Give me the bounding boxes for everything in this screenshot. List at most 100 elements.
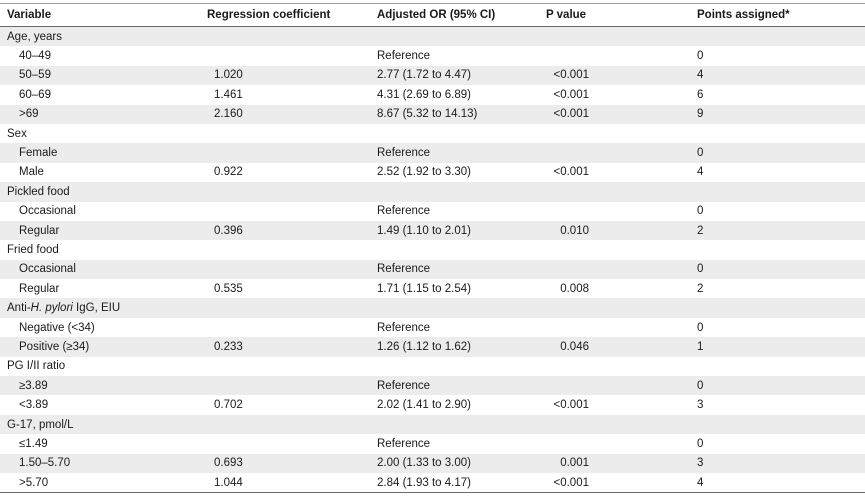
group-label: Age, years	[0, 26, 865, 47]
p-value-cell	[530, 376, 620, 396]
header-row: Variable Regression coefficient Adjusted…	[0, 4, 865, 27]
table-row: 60–69 1.461 4.31 (2.69 to 6.89) <0.001 6	[0, 85, 865, 104]
variable-cell: Male	[19, 166, 44, 179]
variable-cell: 40–49	[19, 50, 51, 63]
odds-ratio-cell: 2.77 (1.72 to 4.47)	[370, 65, 530, 86]
group-label: Sex	[7, 127, 27, 140]
group-label-part: IgG, EIU	[72, 302, 121, 315]
points-cell: 4	[620, 472, 865, 494]
header-coefficient: Regression coefficient	[200, 4, 370, 27]
header-variable: Variable	[0, 4, 200, 27]
variable-cell: >69	[0, 104, 200, 124]
table-top-rule	[0, 0, 865, 4]
p-value-cell	[530, 259, 620, 280]
points-cell: 0	[697, 437, 704, 450]
p-value-cell	[530, 202, 620, 221]
points-cell: 0	[620, 143, 865, 163]
odds-ratio-cell: 1.26 (1.12 to 1.62)	[370, 337, 530, 357]
odds-ratio-cell: 1.71 (1.15 to 2.54)	[377, 282, 471, 295]
table-body: Age, years 40–49 Reference 0 50–59 1.020 2.77 …	[0, 26, 865, 494]
odds-ratio-cell: 2.52 (1.92 to 3.30)	[377, 166, 471, 179]
variable-cell: 50–59	[0, 65, 200, 86]
odds-ratio-cell: 2.84 (1.93 to 4.17)	[370, 472, 530, 494]
group-row: PG I/II ratio	[0, 357, 865, 376]
group-label-part: Anti-	[7, 302, 31, 315]
group-row: Fried food	[0, 240, 865, 259]
coefficient-cell	[200, 143, 370, 163]
table-row: Positive (≥34) 0.233 1.26 (1.12 to 1.62) 0.…	[0, 337, 865, 357]
points-cell: 0	[620, 259, 865, 280]
points-cell: 3	[697, 399, 704, 412]
variable-cell: ≥3.89	[0, 376, 200, 396]
table-row: Occasional Reference 0	[0, 259, 865, 280]
regression-table: Variable Regression coefficient Adjusted…	[0, 4, 865, 494]
p-value-cell: 0.008	[560, 282, 589, 295]
table-row: 1.50–5.70 0.693 2.00 (1.33 to 3.00) 0.001 3	[0, 453, 865, 473]
table-row: Negative (<34) Reference 0	[0, 318, 865, 337]
coefficient-cell: 1.461	[214, 88, 243, 101]
p-value-cell: 0.046	[530, 337, 620, 357]
header-p-value: P value	[530, 4, 620, 27]
coefficient-cell	[200, 202, 370, 221]
table-row: Male 0.922 2.52 (1.92 to 3.30) <0.001 4	[0, 163, 865, 182]
group-label: PG I/II ratio	[7, 360, 66, 373]
variable-cell: Occasional	[19, 205, 76, 218]
group-label: Anti-H. pylori IgG, EIU	[0, 298, 865, 318]
coefficient-cell: 2.160	[200, 104, 370, 124]
points-cell: 1	[620, 337, 865, 357]
variable-cell: ≤1.49	[19, 437, 48, 450]
p-value-cell	[530, 318, 620, 337]
variable-cell: 1.50–5.70	[0, 453, 200, 473]
table-row: Regular 0.396 1.49 (1.10 to 2.01) 0.010 2	[0, 220, 865, 241]
variable-cell: Negative (<34)	[19, 321, 95, 334]
table-header: Variable Regression coefficient Adjusted…	[0, 4, 865, 27]
odds-ratio-cell: 2.02 (1.41 to 2.90)	[377, 399, 471, 412]
p-value-cell: <0.001	[553, 88, 590, 101]
table-row: <3.89 0.702 2.02 (1.41 to 2.90) <0.001 3	[0, 395, 865, 414]
p-value-cell: <0.001	[530, 65, 620, 86]
group-row: Pickled food	[0, 182, 865, 202]
points-cell: 9	[620, 104, 865, 124]
coefficient-cell: 0.922	[214, 166, 243, 179]
variable-cell: Positive (≥34)	[0, 337, 200, 357]
variable-cell: Occasional	[0, 259, 200, 280]
coefficient-cell	[200, 434, 370, 453]
table-row: Female Reference 0	[0, 143, 865, 163]
odds-ratio-cell: 2.00 (1.33 to 3.00)	[370, 453, 530, 473]
coefficient-cell	[200, 318, 370, 337]
points-cell: 2	[697, 282, 704, 295]
odds-ratio-cell: Reference	[370, 143, 530, 163]
header-points: Points assigned*	[620, 4, 865, 27]
points-cell: 0	[697, 205, 704, 218]
group-label: Fried food	[7, 243, 59, 256]
table-row: Occasional Reference 0	[0, 202, 865, 221]
table-row: >5.70 1.044 2.84 (1.93 to 4.17) <0.001 4	[0, 472, 865, 494]
odds-ratio-cell: Reference	[377, 437, 431, 450]
p-value-cell: 0.010	[530, 220, 620, 241]
coefficient-cell: 0.396	[200, 220, 370, 241]
points-cell: 0	[620, 376, 865, 396]
odds-ratio-cell: Reference	[377, 50, 431, 63]
group-row: Sex	[0, 124, 865, 143]
table-row: 40–49 Reference 0	[0, 46, 865, 65]
points-cell: 0	[697, 321, 704, 334]
variable-cell: Regular	[0, 220, 200, 241]
odds-ratio-cell: Reference	[377, 205, 431, 218]
coefficient-cell: 0.535	[214, 282, 243, 295]
points-cell: 4	[697, 166, 704, 179]
p-value-cell	[530, 46, 620, 65]
coefficient-cell: 0.702	[214, 399, 243, 412]
odds-ratio-cell: Reference	[370, 376, 530, 396]
odds-ratio-cell: Reference	[377, 321, 431, 334]
coefficient-cell	[200, 376, 370, 396]
coefficient-cell: 1.020	[200, 65, 370, 86]
group-label: G-17, pmol/L	[0, 414, 865, 435]
points-cell: 0	[697, 50, 704, 63]
points-cell: 6	[697, 88, 704, 101]
coefficient-cell: 1.044	[200, 472, 370, 494]
p-value-cell	[530, 143, 620, 163]
odds-ratio-cell: 4.31 (2.69 to 6.89)	[377, 88, 471, 101]
group-label-part: H. pylori	[30, 302, 73, 315]
header-odds-ratio: Adjusted OR (95% CI)	[370, 4, 530, 27]
group-row: G-17, pmol/L	[0, 414, 865, 435]
